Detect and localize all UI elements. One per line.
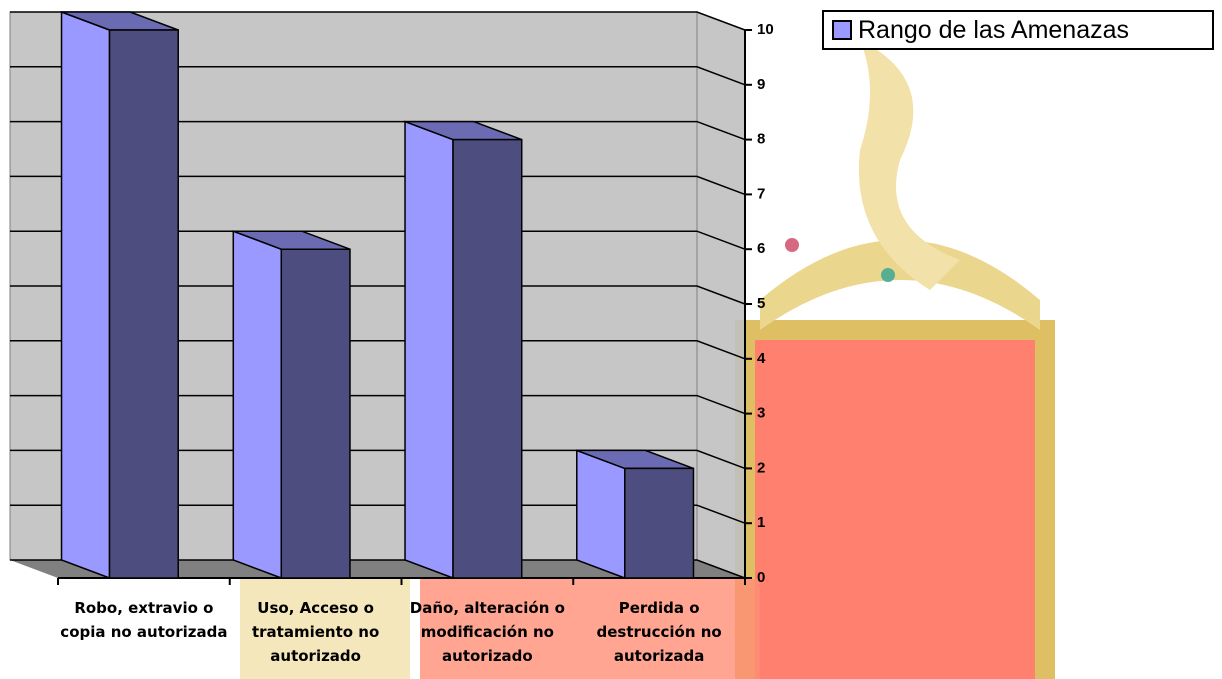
bar-side (233, 231, 281, 578)
y-tick-label: 1 (757, 514, 765, 531)
field (755, 340, 1035, 679)
y-tick-label: 4 (757, 350, 766, 367)
legend-swatch (832, 20, 852, 40)
bar-front (281, 249, 350, 578)
bar (405, 122, 522, 578)
bar-side (577, 450, 625, 578)
y-tick-label: 8 (757, 131, 765, 148)
bar-side (405, 122, 453, 578)
y-tick-label: 7 (757, 185, 765, 202)
x-tick-label: Perdida o destrucción no autorizada (575, 596, 743, 668)
x-tick-label: Robo, extravio o copia no autorizada (60, 596, 228, 644)
bar-side (62, 12, 110, 578)
chart: 0 1 2 3 4 5 6 7 8 9 10 (0, 0, 1222, 679)
bar-front (625, 468, 694, 578)
gem (881, 268, 895, 282)
gem (785, 238, 799, 252)
y-tick-label: 6 (757, 240, 765, 257)
y-tick-label: 9 (757, 76, 765, 93)
y-tick-label: 2 (757, 459, 765, 476)
bar (233, 231, 350, 578)
bar-front (110, 30, 179, 578)
page: 0 1 2 3 4 5 6 7 8 9 10 Rango de las Amenazas Robo,… (0, 0, 1222, 679)
bar-front (453, 140, 522, 578)
y-tick-label: 5 (757, 295, 765, 312)
x-tick-label: Uso, Acceso o tratamiento no autorizado (232, 596, 400, 668)
legend-label: Rango de las Amenazas (858, 16, 1129, 45)
y-tick-label: 3 (757, 405, 765, 422)
x-tick-label: Daño, alteración o modificación no autor… (403, 596, 571, 668)
legend: Rango de las Amenazas (822, 10, 1214, 50)
y-tick-label: 10 (757, 21, 774, 38)
bar (62, 12, 179, 578)
y-tick-label: 0 (757, 569, 765, 586)
bar (577, 450, 694, 578)
